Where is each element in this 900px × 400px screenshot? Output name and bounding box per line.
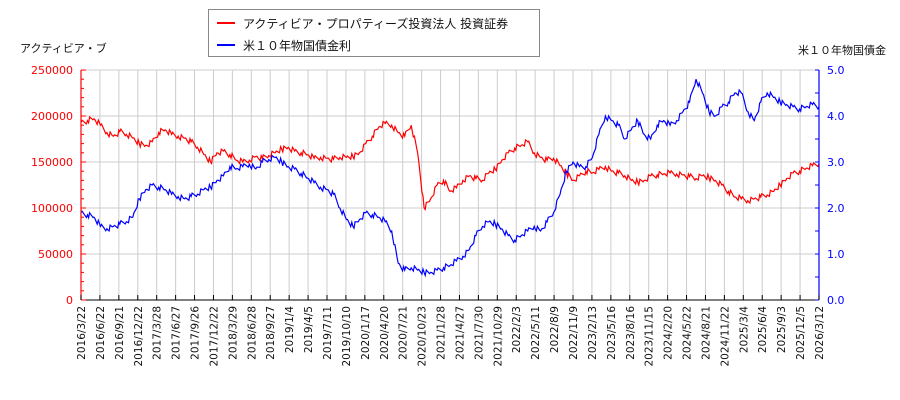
x-axis-tick-label: 2022/11/9 [568,306,580,360]
right-axis-tick-label: 5.0 [827,64,845,77]
x-axis-tick-label: 2024/5/22 [682,306,694,360]
left-axis-tick-label: 150000 [31,156,73,169]
right-axis-tick-label: 2.0 [827,202,845,215]
right-axis-tick-label: 4.0 [827,110,845,123]
left-axis-tick-label: 200000 [31,110,73,123]
x-axis-tick-label: 2022/8/9 [549,306,561,353]
x-axis-tick-label: 2023/5/16 [606,306,618,360]
blue-line-swatch-icon [217,44,235,46]
right-axis-tick-label: 1.0 [827,248,845,261]
right-axis-tick-label: 0.0 [827,294,845,307]
stock-price-line [80,115,820,212]
legend-item-stock: アクティビア・プロパティーズ投資法人 投資証券 [217,14,508,32]
x-axis-tick-label: 2019/10/10 [341,306,353,367]
legend-label-treasury: 米１０年物国債金利 [243,38,352,53]
x-axis-tick-label: 2025/9/3 [776,306,788,353]
x-axis-tick-label: 2021/4/27 [454,306,466,360]
legend-item-treasury: 米１０年物国債金利 [217,36,351,54]
legend: アクティビア・プロパティーズ投資法人 投資証券 米１０年物国債金利 [208,9,540,57]
x-axis-tick-label: 2025/3/4 [738,306,750,353]
x-axis-tick-label: 2016/6/22 [95,306,107,360]
x-axis-tick-label: 2017/6/27 [171,306,183,360]
left-axis-title: アクティビア・ブ [20,42,107,55]
x-axis-tick-label: 2024/8/21 [700,306,712,360]
x-axis-tick-label: 2017/3/28 [152,306,164,360]
x-axis-tick-label: 2021/1/28 [436,306,448,360]
x-axis-tick-label: 2021/7/30 [473,306,485,360]
left-axis-tick-label: 50000 [38,248,73,261]
x-axis-tick-label: 2018/6/28 [246,306,258,360]
x-axis-tick-label: 2016/12/22 [133,306,145,367]
x-axis-tick-label: 2026/3/12 [814,306,826,360]
series-lines [80,79,820,278]
x-axis-tick-label: 2020/7/21 [398,306,410,360]
x-axis-tick-label: 2021/10/29 [492,306,504,367]
right-axis-title: 米１０年物国債金 [798,44,886,57]
x-axis-tick-label: 2016/3/22 [76,306,88,360]
x-axis-tick-label: 2024/2/20 [663,306,675,360]
left-axis-tick-label: 100000 [31,202,73,215]
x-axis-tick-label: 2018/3/29 [227,306,239,360]
left-axis-tick-label: 0 [66,294,73,307]
x-axis-tick-label: 2025/12/5 [795,306,807,360]
x-axis-tick-label: 2023/8/16 [625,306,637,360]
x-axis-tick-label: 2023/11/15 [644,306,656,367]
x-axis-tick-label: 2018/9/27 [265,306,277,360]
x-axis-tick-label: 2025/6/4 [757,306,769,353]
x-axis-tick-label: 2023/2/13 [587,306,599,360]
treasury-yield-line [80,79,820,278]
left-axis-tick-label: 250000 [31,64,73,77]
x-axis-tick-label: 2020/1/17 [360,306,372,360]
x-axis-tick-label: 2017/12/22 [208,306,220,367]
legend-label-stock: アクティビア・プロパティーズ投資法人 投資証券 [243,16,509,31]
x-axis-tick-label: 2019/7/11 [322,306,334,360]
x-axis-tick-label: 2020/10/23 [417,306,429,367]
x-axis-tick-label: 2020/4/20 [379,306,391,360]
x-axis-tick-label: 2024/11/22 [719,306,731,367]
x-axis-tick-label: 2019/1/4 [284,306,296,353]
x-axis-tick-label: 2017/9/26 [190,306,202,360]
x-axis-tick-label: 2022/5/11 [530,306,542,360]
axes: 0 50000 100000 150000 200000 250000 0.0 1.0 2.0 3… [31,64,845,367]
right-axis-tick-label: 3.0 [827,156,845,169]
red-line-swatch-icon [217,22,235,24]
x-axis-tick-label: 2016/9/21 [114,306,126,360]
x-axis-tick-label: 2022/2/3 [511,306,523,353]
x-axis-tick-label: 2019/4/5 [303,306,315,353]
